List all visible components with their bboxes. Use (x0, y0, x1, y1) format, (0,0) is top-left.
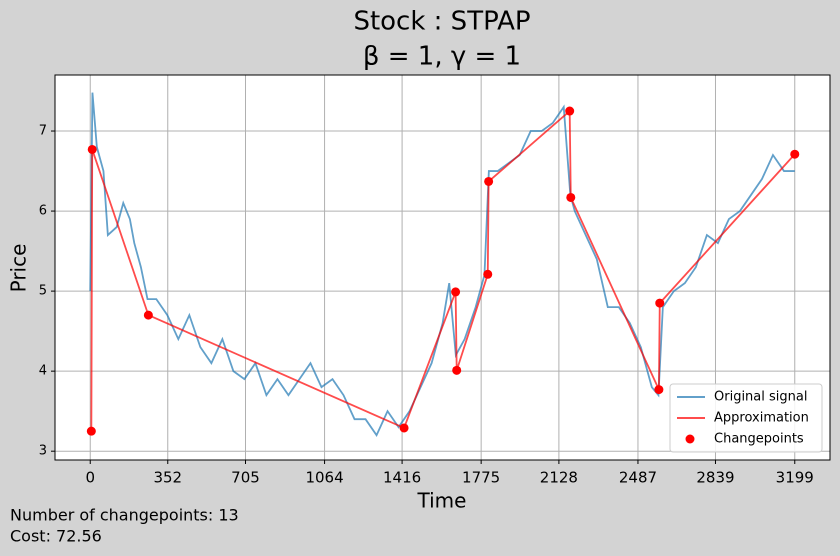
changepoint (452, 365, 462, 375)
changepoint (483, 269, 493, 279)
legend-label: Original signal (714, 390, 807, 405)
y-tick-label: 4 (39, 364, 47, 379)
chart-subtitle: β = 1, γ = 1 (363, 42, 521, 72)
changepoint (790, 149, 800, 159)
x-tick-label: 3199 (776, 469, 814, 487)
y-tick-label: 5 (39, 284, 47, 299)
changepoint (143, 310, 153, 320)
y-tick-label: 3 (39, 444, 47, 459)
x-tick-label: 2839 (696, 469, 734, 487)
x-axis-label: Time (417, 489, 467, 513)
legend-label: Approximation (714, 411, 809, 426)
x-tick-label: 1775 (462, 469, 500, 487)
changepoint (87, 144, 97, 154)
y-tick-label: 6 (39, 204, 47, 219)
changepoint (565, 106, 575, 116)
x-tick-label: 1416 (383, 469, 421, 487)
x-tick-label: 2128 (540, 469, 578, 487)
legend-label: Changepoints (714, 432, 804, 447)
chart-title: Stock : STPAP (353, 7, 530, 37)
x-tick-label: 1064 (305, 469, 343, 487)
y-tick-label: 7 (39, 124, 47, 139)
changepoint (484, 176, 494, 186)
changepoint (655, 298, 665, 308)
legend: Original signal Approximation Changepoints (669, 383, 823, 453)
legend-box (669, 383, 823, 453)
legend-swatch (685, 434, 695, 444)
changepoint (566, 192, 576, 202)
x-tick-label: 352 (153, 469, 182, 487)
footer-text: Number of changepoints: 13 (10, 506, 239, 525)
x-tick-label: 705 (231, 469, 260, 487)
plot-frame (54, 74, 831, 461)
x-tick-label: 2487 (619, 469, 657, 487)
changepoint (86, 426, 96, 436)
x-tick-label: 0 (85, 469, 95, 487)
changepoint (654, 385, 664, 395)
changepoint (451, 287, 461, 297)
changepoint (399, 423, 409, 433)
y-axis-label: Price (7, 244, 31, 293)
footer-text: Cost: 72.56 (10, 527, 102, 546)
